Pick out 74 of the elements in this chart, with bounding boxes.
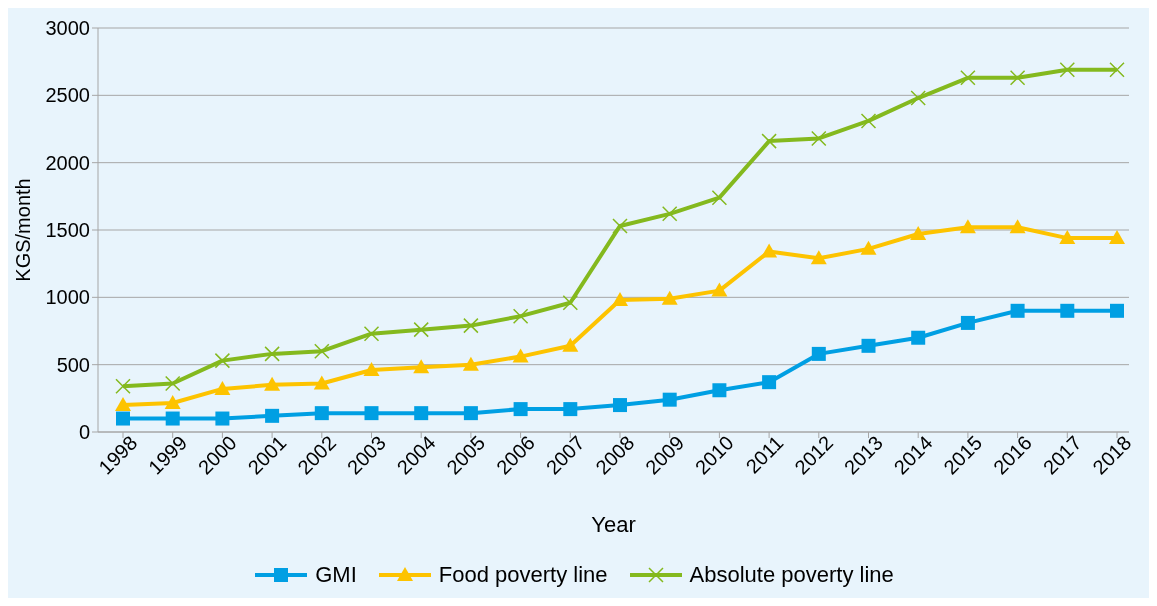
point bbox=[1009, 70, 1026, 86]
legend-label: GMI bbox=[315, 562, 357, 588]
point bbox=[364, 406, 379, 421]
point bbox=[662, 392, 677, 407]
point bbox=[712, 383, 727, 398]
point bbox=[711, 282, 728, 297]
point bbox=[513, 402, 528, 417]
point bbox=[811, 130, 827, 147]
point bbox=[1059, 62, 1076, 78]
point bbox=[959, 219, 976, 234]
y-tick-label: 3000 bbox=[45, 17, 90, 40]
point bbox=[661, 290, 678, 305]
point bbox=[463, 406, 478, 421]
point bbox=[115, 397, 131, 412]
point bbox=[711, 189, 728, 206]
point bbox=[413, 359, 430, 374]
point bbox=[116, 411, 130, 426]
y-tick-label: 2000 bbox=[45, 151, 90, 174]
point bbox=[1059, 230, 1076, 245]
point bbox=[762, 375, 777, 390]
point bbox=[1009, 219, 1026, 234]
legend-label: Absolute poverty line bbox=[689, 562, 894, 588]
point bbox=[512, 308, 529, 324]
point bbox=[413, 321, 429, 338]
point bbox=[363, 362, 380, 377]
point bbox=[164, 375, 181, 392]
y-tick-label: 500 bbox=[56, 353, 90, 376]
point bbox=[265, 408, 280, 423]
point bbox=[314, 343, 330, 359]
y-tick-label: 1000 bbox=[45, 286, 90, 309]
point bbox=[165, 411, 180, 426]
point bbox=[164, 395, 181, 410]
point bbox=[1109, 62, 1125, 78]
point bbox=[761, 243, 778, 258]
point bbox=[214, 352, 231, 369]
point bbox=[613, 398, 627, 413]
point bbox=[414, 406, 429, 421]
point bbox=[115, 378, 131, 394]
point bbox=[861, 338, 876, 353]
point bbox=[264, 346, 280, 362]
point bbox=[911, 330, 926, 345]
point bbox=[562, 294, 579, 311]
point bbox=[910, 90, 926, 106]
point bbox=[215, 411, 230, 426]
point bbox=[264, 376, 281, 391]
point bbox=[810, 250, 827, 265]
point bbox=[1109, 230, 1125, 245]
point bbox=[860, 113, 877, 129]
y-tick-label: 2500 bbox=[45, 84, 90, 107]
point bbox=[612, 292, 628, 307]
point bbox=[960, 70, 976, 86]
point bbox=[661, 206, 678, 222]
point bbox=[910, 226, 927, 241]
point bbox=[314, 406, 329, 421]
y-axis-title: KGS/month bbox=[12, 178, 35, 282]
y-tick-label: 1500 bbox=[45, 219, 90, 242]
point bbox=[1110, 303, 1124, 318]
point bbox=[363, 325, 380, 342]
point bbox=[860, 240, 877, 255]
point bbox=[313, 375, 330, 390]
point bbox=[512, 348, 529, 363]
legend-label: Food poverty line bbox=[438, 562, 608, 588]
x-axis-title: Year bbox=[591, 512, 636, 537]
point bbox=[1010, 303, 1025, 318]
point bbox=[562, 337, 579, 352]
point bbox=[563, 402, 578, 417]
point bbox=[811, 346, 826, 361]
point bbox=[960, 315, 975, 330]
y-tick-label: 0 bbox=[78, 421, 90, 444]
point bbox=[463, 317, 479, 334]
point bbox=[462, 356, 479, 371]
point bbox=[1060, 303, 1075, 318]
point bbox=[214, 380, 231, 395]
point bbox=[612, 218, 628, 234]
